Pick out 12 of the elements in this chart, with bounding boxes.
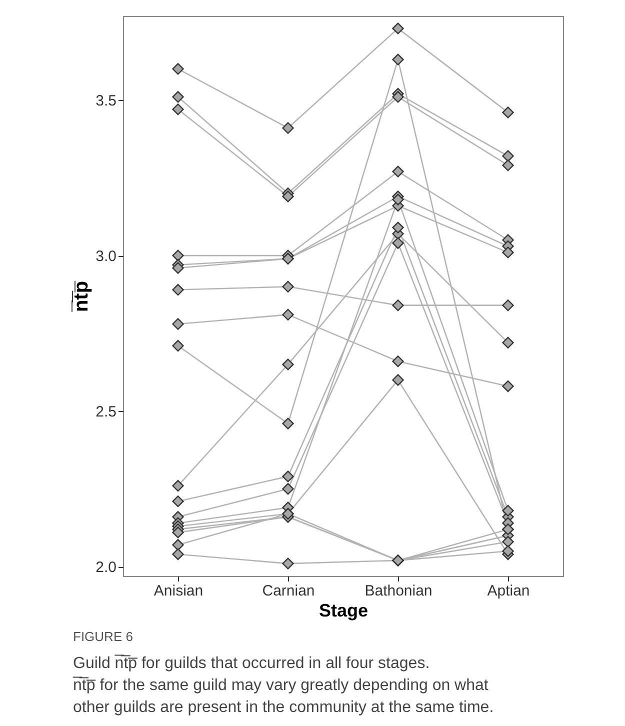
x-tick-label: Bathonian: [364, 582, 432, 600]
y-tick-label: 2.5: [96, 404, 116, 421]
y-axis-title: n̅t̅p̅: [70, 280, 93, 312]
x-tick-label: Aptian: [487, 582, 530, 600]
y-tick-label: 3.0: [96, 248, 116, 266]
x-tick-label: Carnian: [262, 582, 315, 600]
y-tick-label: 2.0: [96, 559, 116, 576]
x-axis-title: Stage: [318, 600, 368, 620]
text: Guild n̅t̅p̅ for guilds that occurred in all four stages. n̅t̅p̅ for the same guild may vary greatly depending on what other guilds are present in the community at the same time.: [72, 654, 494, 716]
y-tick-label: 3.5: [96, 92, 116, 110]
caption: FIGURE 6: [73, 629, 133, 644]
x-tick-label: Anisian: [154, 582, 204, 600]
